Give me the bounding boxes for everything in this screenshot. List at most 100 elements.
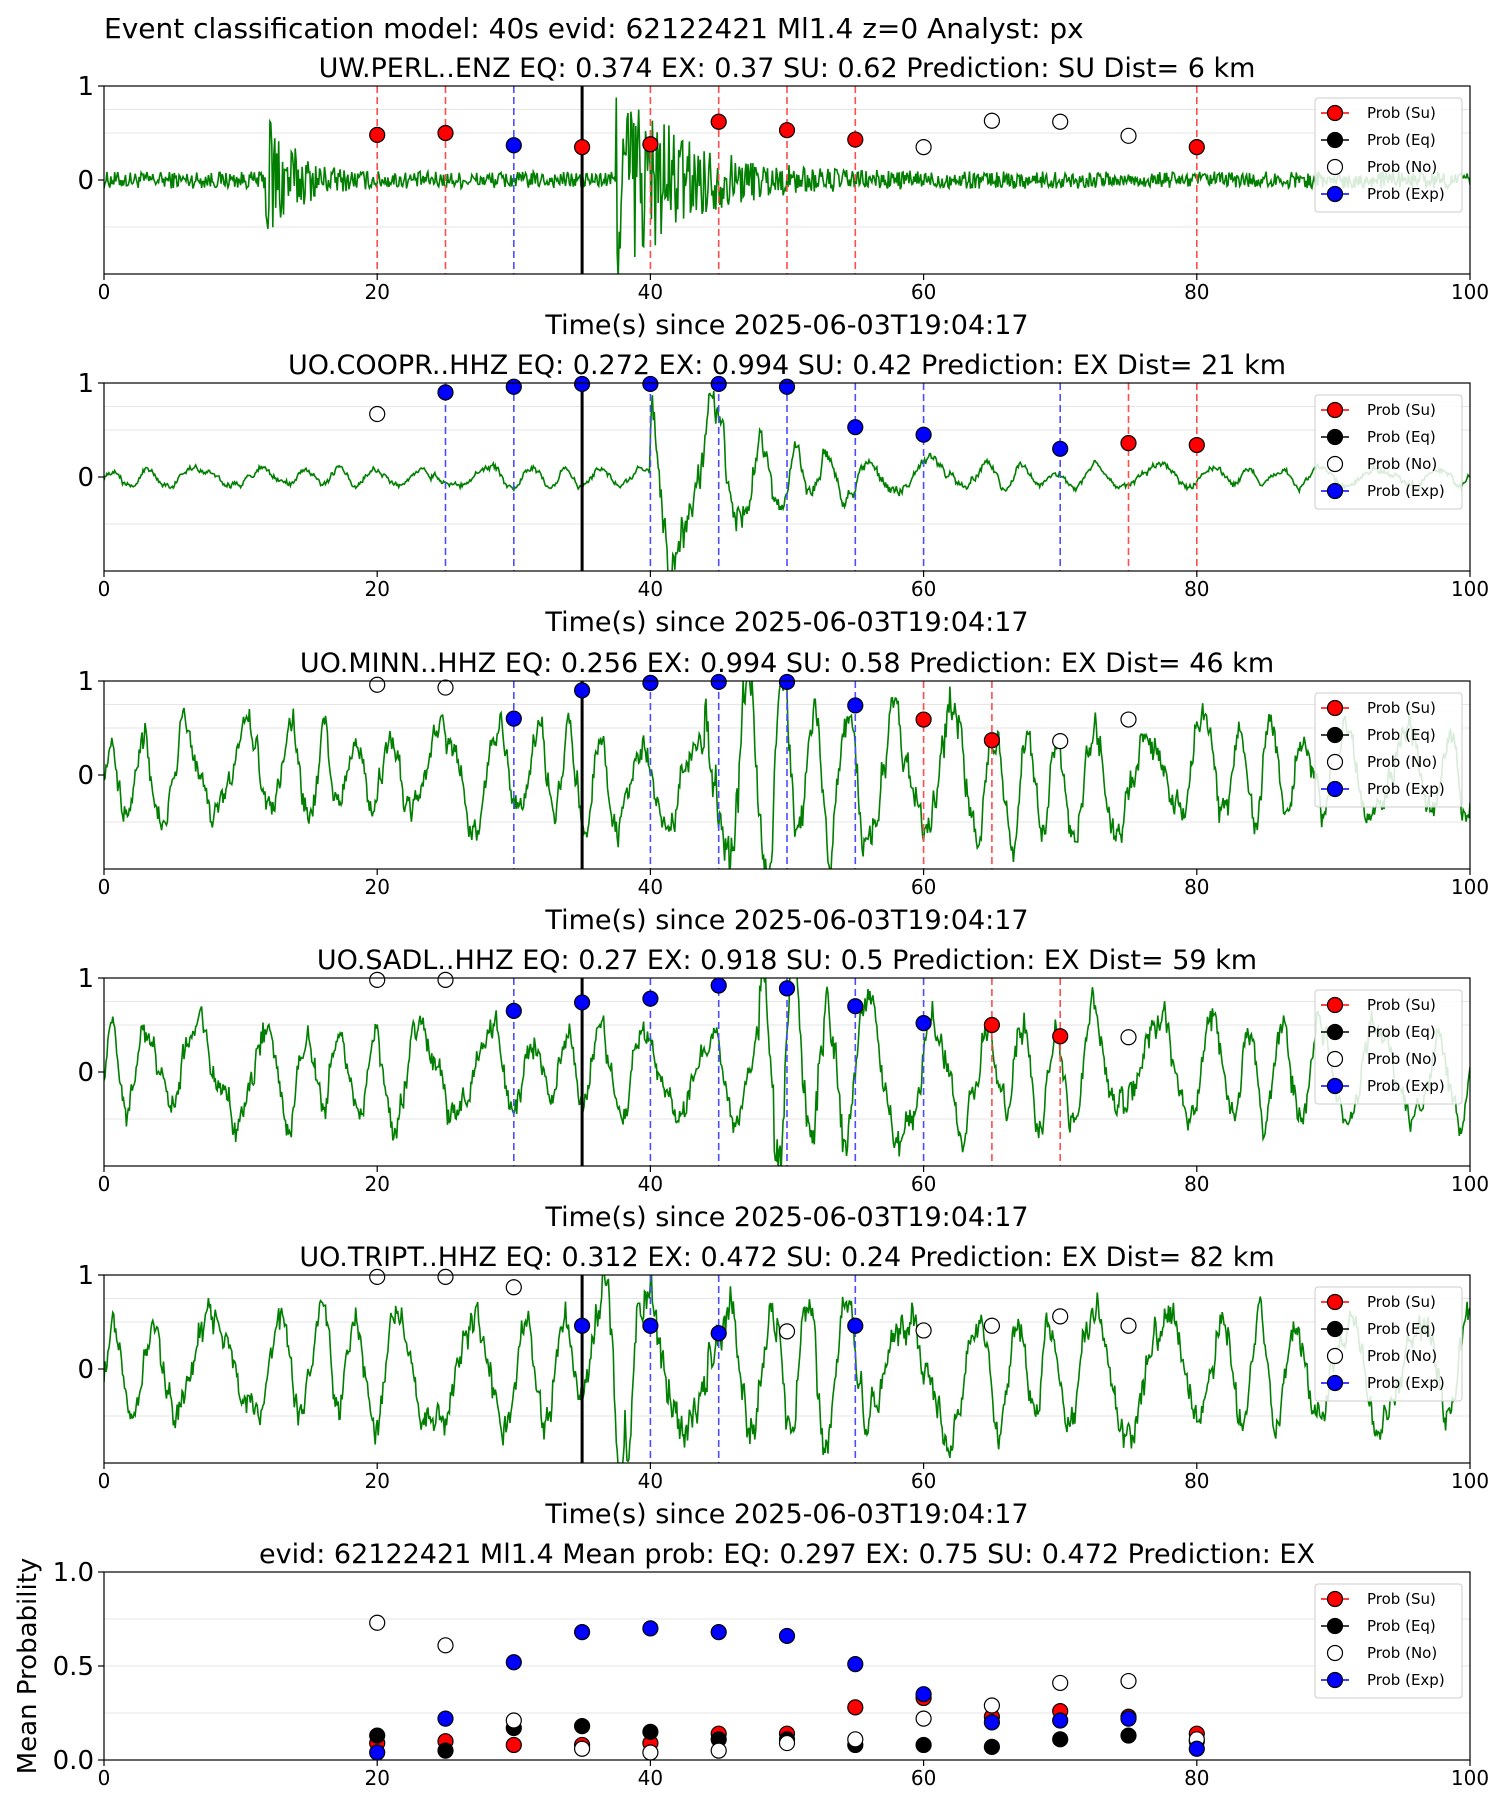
legend-label: Prob (Exp) <box>1367 482 1445 500</box>
x-tick-label: 0 <box>98 1469 111 1493</box>
x-axis-label: Time(s) since 2025-06-03T19:04:17 <box>544 607 1028 638</box>
legend-box <box>1314 692 1463 808</box>
legend-label: Prob (Su) <box>1367 699 1436 717</box>
point-no <box>778 1734 796 1752</box>
figure-suptitle: Event classification model: 40s evid: 62… <box>104 12 1084 45</box>
legend-label: Prob (Su) <box>1367 401 1436 419</box>
legend-marker-eq <box>1326 726 1344 744</box>
x-tick-label: 20 <box>364 1469 389 1493</box>
point-su <box>983 732 1001 749</box>
x-tick-label: 80 <box>1184 577 1209 601</box>
y-axis-label: Mean Probability <box>13 1558 43 1775</box>
point-no <box>437 971 454 988</box>
point-no <box>369 1268 386 1285</box>
point-no <box>1120 1317 1137 1334</box>
legend-label: Prob (Su) <box>1367 1293 1436 1311</box>
point-exp <box>505 1654 522 1671</box>
point-eq <box>915 1736 932 1754</box>
point-exp <box>710 375 727 393</box>
legend-box <box>1314 989 1463 1105</box>
point-exp <box>573 1624 591 1641</box>
panel-5: UO.TRIPT..HHZ EQ: 0.312 EX: 0.472 SU: 0.… <box>77 1242 1489 1530</box>
legend-marker-no <box>1326 1050 1344 1068</box>
point-exp <box>573 682 591 699</box>
legend-label: Prob (No) <box>1367 753 1437 771</box>
point-exp <box>710 977 727 994</box>
point-exp <box>505 710 522 727</box>
y-tick-label: 0.0 <box>53 1746 94 1776</box>
x-axis-label: Time(s) since 2025-06-03T19:04:17 <box>544 1202 1028 1233</box>
point-exp <box>847 419 864 436</box>
y-tick-label: 0.5 <box>53 1652 94 1682</box>
legend-label: Prob (Exp) <box>1367 1671 1445 1689</box>
x-tick-label: 40 <box>638 875 663 899</box>
y-tick-label: 1 <box>77 964 94 994</box>
point-no <box>369 1614 386 1631</box>
legend-label: Prob (Eq) <box>1367 1023 1436 1041</box>
point-exp <box>437 384 454 401</box>
legend-marker-exp <box>1326 482 1344 500</box>
y-tick-label: 1.0 <box>53 1558 94 1588</box>
x-tick-label: 60 <box>911 1469 936 1493</box>
point-no <box>710 1742 727 1759</box>
point-exp <box>1120 1710 1137 1727</box>
y-tick-label: 0 <box>77 1355 94 1385</box>
point-exp <box>505 378 522 395</box>
panel-3: UO.MINN..HHZ EQ: 0.256 EX: 0.994 SU: 0.5… <box>77 648 1489 936</box>
x-tick-label: 20 <box>364 280 389 304</box>
axes-frame <box>103 1274 1471 1464</box>
point-no <box>437 1637 454 1654</box>
point-no <box>437 1268 454 1285</box>
point-exp <box>573 1317 591 1334</box>
point-exp <box>778 1627 796 1645</box>
legend-marker-su <box>1326 401 1344 419</box>
x-tick-label: 40 <box>638 1172 663 1196</box>
point-exp <box>642 990 659 1007</box>
y-tick-label: 1 <box>77 1261 94 1291</box>
legend-label: Prob (Eq) <box>1367 428 1436 446</box>
y-tick-label: 0 <box>77 761 94 791</box>
point-exp <box>573 375 591 393</box>
legend-label: Prob (Eq) <box>1367 131 1436 149</box>
plot-area <box>104 86 1470 274</box>
x-tick-label: 60 <box>911 875 936 899</box>
y-tick-label: 1 <box>77 667 94 697</box>
point-su <box>847 131 864 148</box>
legend-marker-exp <box>1326 780 1344 798</box>
point-eq <box>437 1742 454 1759</box>
x-tick-label: 60 <box>911 280 936 304</box>
waveform-trace <box>104 978 1470 1166</box>
panel-title: UO.TRIPT..HHZ EQ: 0.312 EX: 0.472 SU: 0.… <box>299 1242 1274 1273</box>
point-exp <box>915 1686 932 1703</box>
legend-marker-no <box>1326 1347 1344 1365</box>
point-exp <box>642 1620 659 1637</box>
point-no <box>847 1731 864 1748</box>
legend-label: Prob (Su) <box>1367 1590 1436 1608</box>
point-exp <box>642 1317 659 1334</box>
waveform-trace <box>104 681 1470 869</box>
point-su <box>642 136 659 153</box>
legend-marker-eq <box>1326 1320 1344 1338</box>
panel-title: evid: 62122421 Ml1.4 Mean prob: EQ: 0.29… <box>259 1539 1315 1570</box>
point-no <box>1052 1308 1069 1325</box>
y-tick-label: 0 <box>77 1058 94 1088</box>
point-eq <box>369 1727 386 1744</box>
legend-marker-no <box>1326 1644 1344 1662</box>
point-no <box>369 676 386 693</box>
point-no <box>1120 127 1137 144</box>
point-exp <box>915 1015 932 1032</box>
point-no <box>1052 1674 1069 1692</box>
point-exp <box>847 1317 864 1334</box>
point-su <box>983 1016 1001 1034</box>
point-su <box>505 1736 522 1754</box>
x-tick-label: 80 <box>1184 1766 1209 1790</box>
legend-label: Prob (No) <box>1367 158 1437 176</box>
legend-marker-exp <box>1326 1077 1344 1095</box>
point-eq <box>573 1718 591 1735</box>
point-no <box>1120 1029 1137 1046</box>
x-tick-label: 60 <box>911 1172 936 1196</box>
point-exp <box>983 1714 1001 1731</box>
point-exp <box>505 1002 522 1020</box>
legend-label: Prob (No) <box>1367 1644 1437 1662</box>
plot-area <box>104 1275 1470 1463</box>
